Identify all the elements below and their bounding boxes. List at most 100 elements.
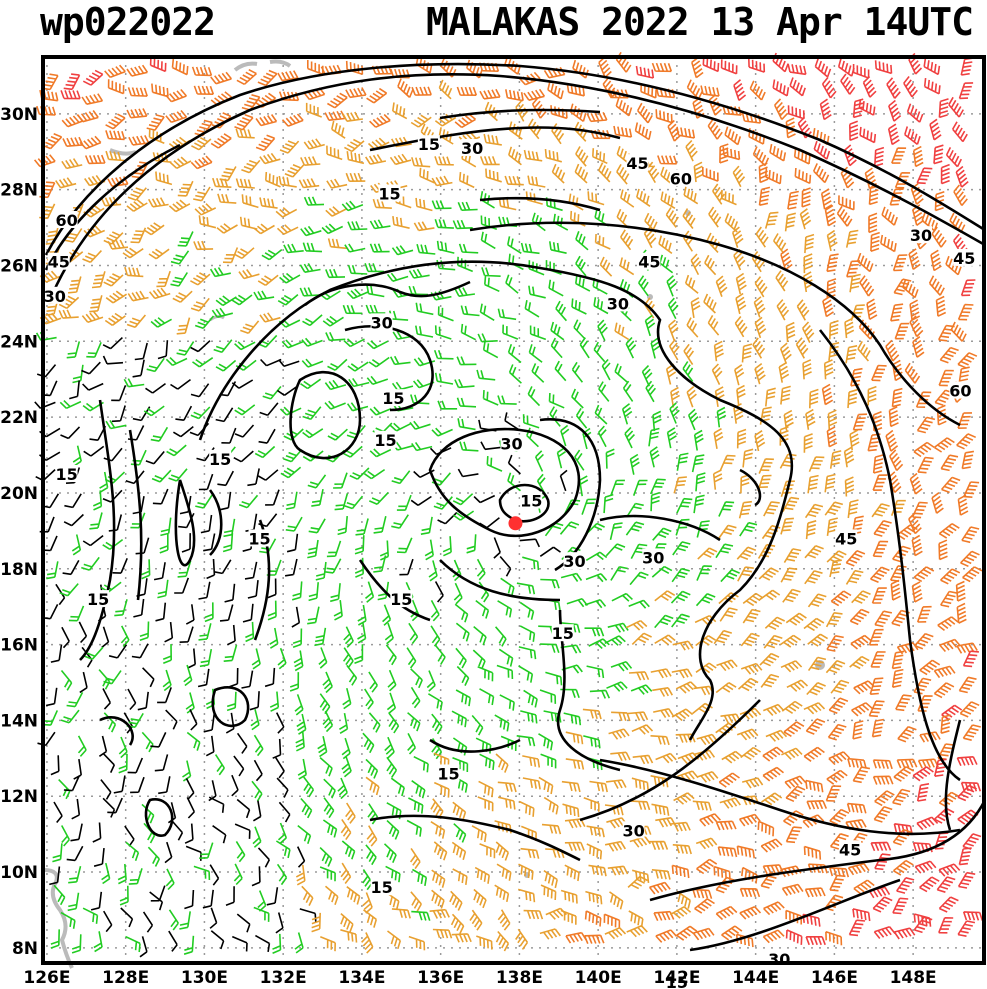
wind-barb <box>720 189 737 206</box>
wind-barb <box>624 426 635 449</box>
lon-label: 148E <box>890 968 937 988</box>
wind-barb <box>651 803 670 816</box>
wind-barb <box>396 537 413 554</box>
wind-barb <box>825 930 843 946</box>
wind-barb <box>780 385 791 405</box>
wind-barb <box>391 136 412 148</box>
wind-barb <box>789 77 806 97</box>
wind-barb <box>193 186 211 202</box>
wind-barb <box>775 270 789 292</box>
wind-barb <box>495 930 510 952</box>
wind-barb <box>150 732 167 748</box>
wind-barb <box>660 191 676 209</box>
wind-barb <box>172 425 194 438</box>
wind-barb <box>429 908 450 919</box>
wind-barb <box>324 558 342 574</box>
wind-barb <box>231 294 253 306</box>
wind-barb <box>368 356 390 368</box>
wind-barb <box>573 319 586 340</box>
wind-barb <box>303 776 315 798</box>
wind-barb <box>433 841 448 861</box>
wind-barb <box>319 757 333 777</box>
wind-barb <box>93 848 105 867</box>
wind-barb <box>807 656 827 672</box>
wind-barb <box>564 864 580 882</box>
lon-label: 130E <box>181 968 228 988</box>
wind-barb <box>397 78 414 98</box>
wind-barb <box>363 909 378 928</box>
wind-barb <box>303 196 325 206</box>
wind-barb <box>391 514 409 529</box>
wind-barb <box>215 359 237 372</box>
wind-barb <box>651 62 673 73</box>
wind-barb <box>479 753 495 770</box>
wind-barb <box>786 679 809 692</box>
wind-barb <box>496 664 514 680</box>
wind-barb <box>497 308 517 321</box>
wind-barb <box>830 679 850 694</box>
wind-barb <box>903 76 918 98</box>
wind-barb <box>548 392 565 409</box>
wind-barb <box>63 73 81 91</box>
wind-barb <box>597 425 607 448</box>
lon-label: 132E <box>260 968 307 988</box>
wind-barb <box>346 664 358 686</box>
wind-barb <box>940 590 958 608</box>
wind-barb <box>735 292 747 315</box>
wind-barb <box>588 864 607 877</box>
wind-barb <box>828 751 851 766</box>
lon-label: 136E <box>417 968 464 988</box>
wind-barb <box>616 164 630 185</box>
wind-barb <box>217 193 237 204</box>
wind-barb <box>731 226 744 248</box>
wind-barb <box>738 500 752 519</box>
contour-label-bg <box>437 764 460 782</box>
wind-barb <box>850 634 872 650</box>
wind-barb <box>340 818 352 841</box>
wind-barb <box>937 616 959 632</box>
wind-barb <box>344 138 365 153</box>
wind-barb <box>523 149 543 162</box>
wind-barb <box>98 735 108 757</box>
wind-barb <box>212 825 227 844</box>
wind-barb <box>645 380 657 403</box>
wind-barb <box>550 105 568 120</box>
wind-barb <box>61 114 84 128</box>
wind-barb <box>198 623 212 641</box>
wind-barb <box>50 929 60 949</box>
wind-barb <box>676 126 696 139</box>
wind-barb <box>222 533 234 553</box>
wind-barb <box>178 512 195 529</box>
wind-barb <box>135 537 150 555</box>
wind-barb <box>829 450 842 469</box>
wind-barb <box>158 776 171 795</box>
wind-barb <box>449 890 463 911</box>
contour-label: 30 <box>642 548 664 567</box>
contour-label: 45 <box>626 154 648 173</box>
wind-barb <box>411 441 433 452</box>
wind-barb <box>388 712 400 734</box>
wind-barb <box>279 406 302 416</box>
wind-barb <box>649 446 660 468</box>
wind-barb <box>892 859 914 876</box>
wind-barb <box>389 355 411 366</box>
contour-label: 15 <box>382 389 404 408</box>
wind-barb <box>938 523 960 539</box>
wind-barb <box>711 363 723 385</box>
wind-barb <box>146 114 165 131</box>
wind-barb <box>945 147 963 168</box>
contour-label: 15 <box>418 135 440 154</box>
wind-barb <box>655 109 673 124</box>
wind-barb <box>871 364 887 382</box>
lat-label: 28N <box>0 181 38 201</box>
wind-barb <box>614 363 628 383</box>
wind-barb <box>323 778 336 799</box>
wind-barb <box>63 775 80 792</box>
wind-barb <box>534 450 544 472</box>
wind-barb <box>634 122 652 141</box>
wind-barb <box>494 884 510 903</box>
wind-barb <box>805 718 826 735</box>
wind-barb <box>373 516 387 534</box>
wind-barb <box>717 846 738 858</box>
wind-barb <box>390 777 405 797</box>
